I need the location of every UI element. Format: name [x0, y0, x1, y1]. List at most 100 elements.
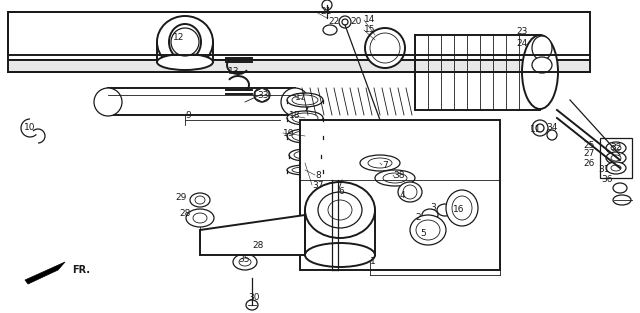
Ellipse shape — [292, 95, 318, 105]
Ellipse shape — [360, 155, 400, 171]
Text: FR.: FR. — [72, 265, 90, 275]
Text: 4: 4 — [400, 191, 406, 199]
Text: 8: 8 — [315, 171, 321, 179]
Text: 33: 33 — [257, 90, 269, 100]
Ellipse shape — [532, 57, 552, 73]
Text: 13: 13 — [228, 68, 239, 76]
Text: 11: 11 — [530, 126, 541, 135]
Ellipse shape — [383, 173, 407, 183]
Ellipse shape — [522, 35, 558, 109]
Text: 10: 10 — [24, 124, 35, 132]
Ellipse shape — [244, 233, 272, 251]
Text: 3: 3 — [430, 203, 436, 213]
Ellipse shape — [322, 0, 332, 10]
Ellipse shape — [375, 170, 415, 186]
Text: 19: 19 — [283, 129, 294, 137]
Ellipse shape — [177, 32, 193, 52]
Text: 1: 1 — [370, 258, 376, 266]
Ellipse shape — [287, 129, 323, 143]
Ellipse shape — [536, 124, 544, 132]
Text: 7: 7 — [382, 161, 388, 170]
Ellipse shape — [403, 185, 417, 199]
Text: 28: 28 — [252, 240, 264, 249]
Text: 24: 24 — [516, 39, 527, 49]
Text: 28: 28 — [179, 208, 190, 218]
Text: 30: 30 — [248, 293, 259, 301]
Ellipse shape — [287, 165, 323, 175]
Ellipse shape — [446, 190, 478, 226]
Ellipse shape — [292, 167, 318, 173]
Ellipse shape — [318, 192, 362, 228]
Text: 31: 31 — [598, 166, 609, 175]
Ellipse shape — [186, 209, 214, 227]
Ellipse shape — [254, 88, 270, 102]
Ellipse shape — [171, 28, 199, 56]
Text: 16: 16 — [453, 206, 465, 214]
Text: 22: 22 — [328, 18, 339, 27]
Polygon shape — [600, 138, 632, 178]
Ellipse shape — [416, 220, 440, 240]
Polygon shape — [25, 262, 65, 284]
Text: 38: 38 — [393, 171, 404, 179]
Ellipse shape — [294, 151, 316, 159]
Polygon shape — [8, 60, 590, 72]
Text: 2: 2 — [415, 213, 420, 223]
Text: 23: 23 — [516, 28, 527, 37]
Ellipse shape — [287, 111, 323, 125]
Ellipse shape — [547, 130, 557, 140]
Ellipse shape — [292, 113, 318, 123]
Ellipse shape — [323, 25, 337, 35]
Ellipse shape — [532, 36, 552, 60]
Text: 25: 25 — [583, 141, 595, 150]
Ellipse shape — [611, 155, 621, 161]
Text: 18: 18 — [289, 110, 301, 120]
Text: 27: 27 — [583, 150, 595, 158]
Ellipse shape — [94, 88, 122, 116]
Ellipse shape — [289, 149, 321, 161]
Polygon shape — [108, 88, 295, 115]
Text: 12: 12 — [173, 33, 184, 42]
Ellipse shape — [190, 193, 210, 207]
Ellipse shape — [193, 213, 207, 223]
Text: 35: 35 — [238, 255, 250, 264]
Ellipse shape — [328, 200, 352, 220]
Text: 36: 36 — [601, 176, 612, 184]
Ellipse shape — [611, 145, 621, 151]
Ellipse shape — [305, 182, 375, 238]
Text: 14: 14 — [364, 16, 376, 24]
Ellipse shape — [251, 237, 265, 247]
Polygon shape — [255, 88, 269, 102]
Text: 21: 21 — [320, 8, 332, 17]
Ellipse shape — [157, 16, 213, 68]
Ellipse shape — [281, 88, 309, 116]
Ellipse shape — [339, 16, 351, 28]
Ellipse shape — [398, 182, 422, 202]
Ellipse shape — [422, 209, 438, 221]
Text: 37: 37 — [312, 181, 323, 189]
Polygon shape — [200, 215, 305, 255]
Ellipse shape — [195, 196, 205, 204]
Ellipse shape — [368, 158, 392, 168]
Ellipse shape — [157, 54, 213, 70]
Ellipse shape — [611, 165, 621, 171]
Text: 34: 34 — [546, 124, 557, 132]
Text: 9: 9 — [185, 110, 191, 120]
Ellipse shape — [606, 142, 626, 154]
Ellipse shape — [305, 243, 375, 267]
Text: 17: 17 — [295, 93, 307, 101]
Text: 6: 6 — [338, 187, 344, 197]
Text: 32: 32 — [610, 142, 621, 151]
Ellipse shape — [287, 93, 323, 107]
Text: 26: 26 — [583, 158, 595, 167]
Ellipse shape — [532, 120, 548, 136]
Ellipse shape — [613, 183, 627, 193]
Ellipse shape — [292, 131, 318, 141]
Polygon shape — [8, 12, 590, 60]
Ellipse shape — [606, 152, 626, 164]
Text: 5: 5 — [420, 228, 426, 238]
Ellipse shape — [370, 33, 400, 63]
Ellipse shape — [239, 258, 251, 266]
Ellipse shape — [246, 300, 258, 310]
Ellipse shape — [613, 195, 631, 205]
Text: 20: 20 — [350, 18, 362, 27]
